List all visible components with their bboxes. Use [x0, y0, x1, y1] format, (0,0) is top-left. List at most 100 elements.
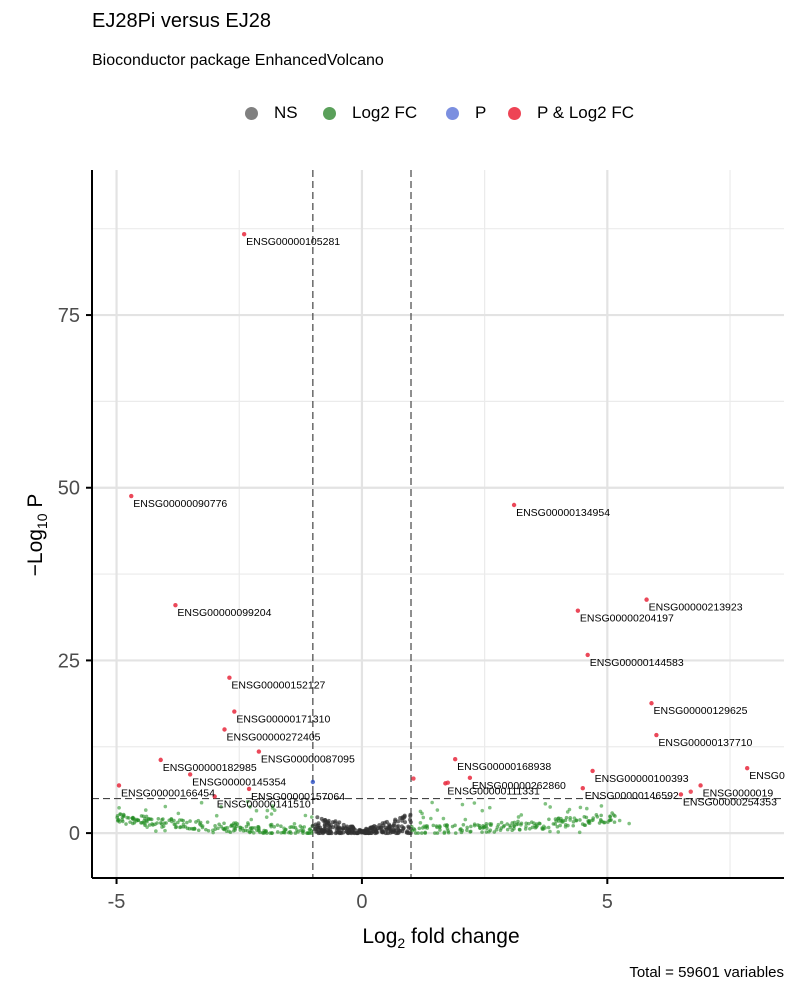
point-log2fc	[225, 825, 230, 830]
point-label: ENSG00000168938	[457, 761, 551, 773]
point-ns	[310, 823, 315, 828]
point-log2fc	[583, 823, 588, 828]
point-log2fc	[245, 799, 250, 804]
point-log2fc	[435, 831, 440, 835]
point-ns	[378, 825, 383, 830]
point-p-and-log2fc	[744, 765, 750, 771]
point-log2fc	[145, 825, 149, 829]
point-log2fc	[530, 825, 535, 830]
point-p-and-log2fc	[256, 749, 262, 754]
point-log2fc	[134, 819, 139, 823]
point-log2fc	[499, 826, 504, 830]
point-log2fc	[516, 822, 520, 826]
point-log2fc	[461, 822, 466, 827]
point-ns	[408, 820, 413, 825]
point-log2fc	[198, 820, 203, 825]
legend-label-ns: NS	[274, 103, 298, 122]
point-ns	[327, 829, 332, 834]
point-log2fc	[301, 831, 305, 835]
point-p-and-log2fc	[187, 772, 193, 777]
point-log2fc	[298, 824, 303, 828]
point-log2fc	[177, 818, 182, 822]
point-log2fc	[548, 805, 552, 809]
point-log2fc	[481, 824, 485, 828]
point-log2fc	[453, 831, 458, 835]
point-log2fc	[200, 824, 205, 828]
point-p-and-log2fc	[227, 675, 232, 680]
point-log2fc	[275, 823, 280, 827]
point-log2fc	[298, 828, 303, 833]
y-tick-label: 0	[69, 823, 80, 845]
point-ns	[403, 820, 408, 825]
point-log2fc	[246, 821, 250, 825]
point-log2fc	[438, 828, 442, 832]
point-log2fc	[610, 811, 614, 815]
point-log2fc	[505, 827, 510, 832]
point-log2fc	[264, 815, 269, 819]
point-log2fc	[254, 808, 259, 813]
point-log2fc	[516, 819, 520, 824]
point-ns	[333, 824, 338, 829]
point-log2fc	[442, 830, 447, 834]
point-log2fc	[425, 824, 430, 828]
point-log2fc	[306, 831, 311, 835]
point-ns	[339, 827, 344, 832]
point-ns	[326, 818, 331, 823]
point-label: ENSG00000157064	[251, 791, 345, 803]
point-ns	[360, 829, 365, 834]
point-log2fc	[128, 820, 132, 824]
point-log2fc	[213, 824, 217, 828]
point-ns	[341, 822, 346, 827]
point-log2fc	[487, 805, 492, 810]
legend-swatch-p-and-log2fc	[508, 106, 521, 120]
point-log2fc	[279, 831, 284, 835]
point-log2fc	[161, 817, 165, 821]
point-log2fc	[526, 821, 531, 826]
point-log2fc	[547, 817, 551, 822]
point-p-and-log2fc	[644, 597, 649, 602]
point-log2fc	[450, 824, 455, 829]
point-log2fc	[595, 815, 600, 819]
point-log2fc	[279, 824, 283, 829]
point-log2fc	[460, 802, 465, 807]
point-label: ENSG00000171310	[236, 714, 330, 726]
point-log2fc	[160, 825, 164, 829]
point-label: ENSG0000019	[703, 787, 774, 799]
point-label: ENSG00000145354	[192, 776, 286, 788]
point-ns	[322, 822, 327, 827]
point-p-and-log2fc	[129, 493, 134, 499]
point-ns	[391, 823, 396, 828]
point-log2fc	[205, 820, 210, 824]
point-log2fc	[496, 822, 501, 827]
point-p-and-log2fc	[678, 792, 684, 797]
point-log2fc	[282, 826, 286, 831]
point-log2fc	[118, 812, 123, 817]
legend-item-log2fc: Log2 FC	[323, 103, 417, 123]
point-log2fc	[422, 824, 426, 829]
point-label: ENSG00000111331	[447, 785, 540, 797]
point-ns	[332, 820, 337, 825]
point-ns	[394, 824, 399, 829]
point-log2fc	[577, 830, 582, 835]
cutoff-lines	[92, 170, 784, 878]
point-log2fc	[484, 821, 489, 826]
point-log2fc	[143, 822, 147, 826]
point-p-and-log2fc	[698, 783, 703, 788]
point-log2fc	[117, 805, 121, 810]
point-log2fc	[233, 826, 238, 831]
point-log2fc	[309, 815, 314, 819]
point-log2fc	[612, 820, 617, 824]
point-log2fc	[512, 820, 517, 825]
point-log2fc	[248, 805, 252, 809]
point-log2fc	[214, 813, 219, 818]
point-p-and-log2fc	[580, 786, 585, 791]
point-log2fc	[131, 816, 135, 820]
point-label: ENSG00000262860	[472, 780, 566, 792]
point-log2fc	[120, 818, 124, 822]
point-log2fc	[418, 820, 423, 825]
point-log2fc	[463, 817, 468, 822]
point-log2fc	[429, 816, 433, 821]
point-ns	[393, 819, 398, 824]
point-label: ENSG00000137710	[658, 737, 752, 749]
